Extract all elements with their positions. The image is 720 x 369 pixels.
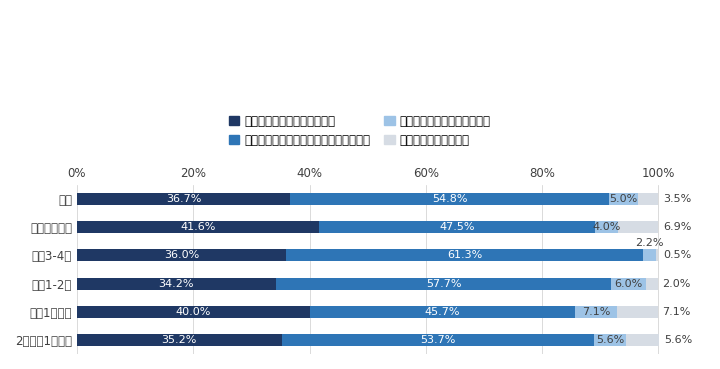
Bar bbox=[656, 249, 659, 261]
Bar bbox=[618, 221, 659, 233]
Bar bbox=[616, 306, 658, 318]
Bar bbox=[611, 278, 647, 290]
Text: 36.7%: 36.7% bbox=[166, 194, 202, 204]
Text: 61.3%: 61.3% bbox=[447, 250, 482, 260]
Bar bbox=[77, 193, 290, 204]
Bar bbox=[595, 221, 618, 233]
Bar bbox=[626, 334, 659, 346]
Bar bbox=[276, 278, 611, 290]
Bar bbox=[77, 249, 287, 261]
Bar bbox=[638, 193, 659, 204]
Bar bbox=[282, 334, 594, 346]
Bar bbox=[647, 278, 658, 290]
Bar bbox=[643, 249, 656, 261]
Bar bbox=[290, 193, 609, 204]
Text: 2.0%: 2.0% bbox=[662, 279, 691, 289]
Bar bbox=[310, 306, 575, 318]
Bar bbox=[609, 193, 638, 204]
Text: 47.5%: 47.5% bbox=[439, 222, 474, 232]
Text: 53.7%: 53.7% bbox=[420, 335, 456, 345]
Text: 7.1%: 7.1% bbox=[582, 307, 610, 317]
Text: 41.6%: 41.6% bbox=[180, 222, 215, 232]
Bar bbox=[319, 221, 595, 233]
Text: 3.5%: 3.5% bbox=[663, 194, 691, 204]
Text: 36.0%: 36.0% bbox=[164, 250, 199, 260]
Bar bbox=[77, 278, 276, 290]
Text: 0.5%: 0.5% bbox=[663, 250, 691, 260]
Text: 40.0%: 40.0% bbox=[176, 307, 211, 317]
Bar bbox=[77, 334, 282, 346]
Text: 34.2%: 34.2% bbox=[158, 279, 194, 289]
Text: 2.2%: 2.2% bbox=[635, 238, 663, 248]
Text: 7.1%: 7.1% bbox=[662, 307, 691, 317]
Bar bbox=[77, 221, 319, 233]
Legend: テレワークの頻度を上げたい, 今と同じ頻度でテレワークを継続したい, テレワークの頻度を下げたい, テレワークをやめたい: テレワークの頻度を上げたい, 今と同じ頻度でテレワークを継続したい, テレワーク… bbox=[228, 115, 490, 146]
Text: 57.7%: 57.7% bbox=[426, 279, 462, 289]
Text: 6.9%: 6.9% bbox=[663, 222, 691, 232]
Text: 5.6%: 5.6% bbox=[596, 335, 624, 345]
Text: 35.2%: 35.2% bbox=[161, 335, 197, 345]
Text: 4.0%: 4.0% bbox=[593, 222, 621, 232]
Text: 54.8%: 54.8% bbox=[432, 194, 467, 204]
Text: 5.6%: 5.6% bbox=[664, 335, 692, 345]
Bar bbox=[77, 306, 310, 318]
Text: 45.7%: 45.7% bbox=[425, 307, 460, 317]
Text: 6.0%: 6.0% bbox=[615, 279, 643, 289]
Bar bbox=[594, 334, 626, 346]
Bar bbox=[287, 249, 643, 261]
Bar bbox=[575, 306, 616, 318]
Text: 5.0%: 5.0% bbox=[609, 194, 638, 204]
